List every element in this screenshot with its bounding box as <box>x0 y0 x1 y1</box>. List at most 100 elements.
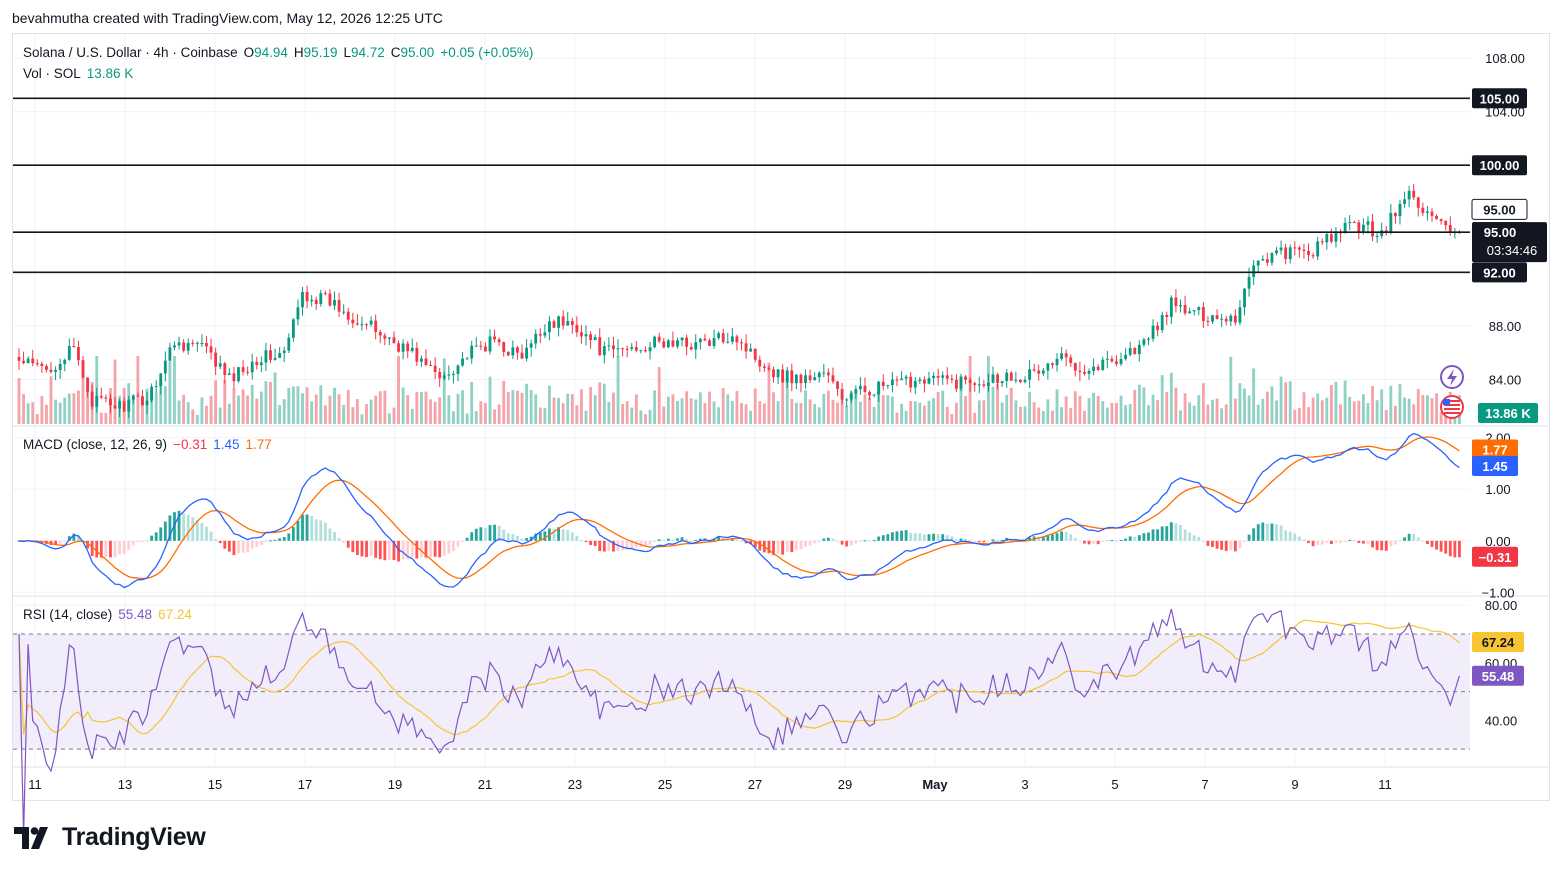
macd-histogram-bar <box>557 527 561 541</box>
open-value: 94.94 <box>254 45 288 60</box>
volume-bar <box>1297 407 1301 424</box>
candle-body <box>1393 212 1397 217</box>
candle-body <box>945 375 949 379</box>
time-axis-tick: 9 <box>1291 777 1298 792</box>
macd-histogram-bar <box>890 532 894 541</box>
candle-body <box>1307 251 1310 256</box>
volume-bar <box>223 380 227 424</box>
macd-histogram-bar <box>447 540 451 554</box>
macd-histogram-bar <box>982 540 986 543</box>
rsi-line <box>18 608 1460 836</box>
volume-bar <box>1174 387 1178 424</box>
candle-body <box>22 360 25 364</box>
candle-body <box>689 346 693 350</box>
macd-histogram-bar <box>122 540 126 554</box>
candle-body <box>1160 314 1164 331</box>
volume-bar <box>406 395 410 424</box>
volume-bar <box>310 401 314 424</box>
horizontal-levels <box>13 97 1470 274</box>
macd-histogram-bar <box>1316 540 1320 545</box>
volume-bar <box>195 414 199 424</box>
macd-histogram-bar <box>808 540 812 546</box>
macd-histogram-bar <box>1416 537 1420 541</box>
candle-body <box>794 374 798 384</box>
macd-histogram-bar <box>666 538 670 541</box>
candle-body <box>913 381 917 388</box>
volume-bar <box>950 413 954 424</box>
macd-histogram-bar <box>671 539 675 541</box>
volume-bar <box>630 407 634 424</box>
candle-body <box>255 361 259 366</box>
macd-histogram-bar <box>163 521 167 541</box>
candle-body <box>264 350 268 363</box>
volume-bar <box>136 356 140 424</box>
macd-histogram-bar <box>794 540 798 550</box>
volume-bar <box>648 409 652 424</box>
macd-histogram-bar <box>904 530 908 541</box>
macd-signal-tag: 1.77 <box>1482 442 1507 457</box>
volume-bar <box>932 398 935 424</box>
volume-bar <box>182 394 186 424</box>
volume-bar <box>575 405 579 424</box>
candle-body <box>1023 379 1027 383</box>
volume-bar <box>762 403 766 424</box>
macd-histogram-bar <box>1165 526 1169 541</box>
macd-histogram-bar <box>918 533 922 541</box>
candle-body <box>77 346 80 361</box>
volume-bar <box>273 372 277 424</box>
macd-histogram-bar <box>328 528 332 541</box>
volume-bar <box>40 396 44 424</box>
macd-histogram-bar <box>593 540 597 547</box>
volume-bar <box>1380 389 1384 424</box>
candle-body <box>214 352 218 367</box>
volume-bar <box>1320 400 1324 424</box>
candle-body <box>346 311 350 320</box>
volume-label[interactable]: Vol · SOL <box>23 66 81 81</box>
volume-bar <box>1137 384 1141 424</box>
candle-body <box>708 340 711 347</box>
volume-bar <box>639 410 643 424</box>
volume-bar <box>131 397 135 424</box>
candle-body <box>1398 203 1402 217</box>
candle-body <box>872 394 876 396</box>
macd-histogram-bar <box>1179 524 1182 541</box>
macd-histogram-bar <box>698 538 702 541</box>
macd-histogram-bar <box>1412 533 1416 541</box>
volume-bar <box>26 403 30 424</box>
candle-body <box>497 339 501 343</box>
macd-histogram-bar <box>831 538 835 541</box>
rsi-label[interactable]: RSI (14, close) <box>23 607 113 622</box>
macd-histogram-bar <box>959 538 963 541</box>
volume-bar <box>886 395 890 424</box>
candle-body <box>840 389 844 400</box>
candle-body <box>639 350 643 352</box>
macd-histogram-bar <box>95 540 99 558</box>
volume-bar <box>424 391 428 424</box>
volume-bar <box>644 414 647 424</box>
candle-body <box>1179 304 1182 307</box>
candle-body <box>904 376 908 379</box>
volume-bar <box>442 358 446 424</box>
volume-bar <box>1393 405 1397 424</box>
candle-body <box>762 366 766 368</box>
macd-histogram-bar <box>72 533 76 541</box>
macd-histogram-bar <box>1352 540 1356 542</box>
candle-body <box>1380 230 1384 236</box>
volume-bar <box>1060 407 1064 424</box>
macd-histogram-bar <box>758 540 762 551</box>
tradingview-logo[interactable]: TradingView <box>14 823 206 852</box>
macd-label[interactable]: MACD (close, 12, 26, 9) <box>23 437 168 452</box>
macd-histogram-bar <box>1458 540 1461 558</box>
macd-histogram-bar <box>895 531 899 541</box>
candle-body <box>355 323 359 325</box>
candle-body <box>310 299 314 302</box>
candle-body <box>1005 372 1009 382</box>
volume-bar <box>205 405 208 424</box>
macd-histogram-bar <box>868 540 871 542</box>
candle-body <box>666 340 670 348</box>
macd-histogram-bar <box>1261 522 1265 541</box>
symbol-title[interactable]: Solana / U.S. Dollar · 4h · Coinbase <box>23 45 238 60</box>
volume-bar <box>845 405 849 424</box>
macd-histogram-bar <box>374 540 378 558</box>
